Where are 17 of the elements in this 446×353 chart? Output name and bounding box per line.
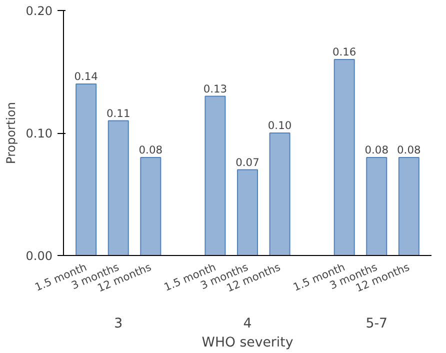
text: 4 [243, 316, 252, 332]
data-label: 0.08 [364, 144, 389, 156]
data-label: 0.11 [106, 106, 130, 120]
data-label: 0.08 [397, 144, 421, 156]
text: 3 [114, 316, 123, 332]
data-label: 0.10 [268, 119, 292, 132]
y-tick-label: 0.20 [26, 4, 52, 18]
data-label: 0.14 [74, 70, 98, 83]
text: 5-7 [366, 316, 388, 332]
x-axis-title: WHO severity [202, 336, 294, 350]
data-label: 0.16 [332, 46, 356, 58]
data-label: 0.08 [138, 144, 163, 156]
data-label: 0.07 [236, 156, 260, 169]
y-tick-label: 0.00 [26, 249, 52, 263]
y-axis-title: Proportion [4, 102, 18, 164]
data-label: 0.13 [203, 82, 228, 96]
y-tick-label: 0.10 [26, 126, 52, 140]
